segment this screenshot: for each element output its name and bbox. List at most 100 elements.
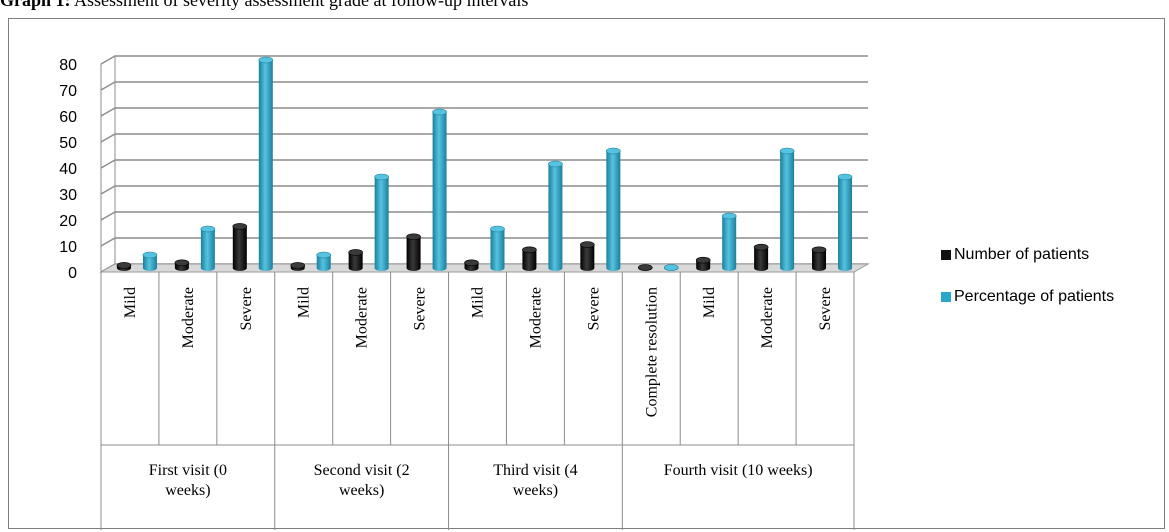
bar-number-of-patients — [811, 246, 827, 271]
bar-number-of-patients — [580, 241, 595, 271]
gridline — [100, 133, 868, 143]
bar-top — [721, 212, 737, 220]
bars — [116, 56, 853, 271]
bar-percentage-of-patients — [490, 225, 505, 271]
category-axis: Mild Moderate Severe Mild Moderate Severe Mild… — [100, 272, 855, 530]
category-label: Mild — [122, 287, 139, 318]
bar-percentage-of-patients — [606, 147, 621, 271]
y-tick-label: 0 — [68, 265, 77, 282]
bar-body — [142, 255, 157, 271]
bar-percentage-of-patients — [258, 56, 274, 271]
bar-percentage-of-patients — [432, 108, 447, 271]
y-tick-label: 40 — [59, 161, 77, 178]
bar-top — [374, 173, 389, 181]
bar-number-of-patients — [522, 246, 537, 271]
bar-body — [812, 249, 827, 271]
bar-number-of-patients — [753, 243, 769, 271]
bar-top — [811, 246, 827, 254]
bar-body — [522, 249, 537, 271]
bar-body — [580, 244, 595, 271]
bar-percentage-of-patients — [142, 251, 158, 271]
bar-number-of-patients — [695, 256, 711, 271]
bar-top — [779, 147, 795, 155]
y-tick-label: 70 — [59, 83, 77, 100]
group-label: Second visit (2 — [314, 462, 410, 479]
bar-number-of-patients — [174, 259, 190, 271]
bar-number-of-patients — [116, 262, 132, 271]
bar-top — [432, 108, 447, 116]
chart-frame: 0 10 20 30 40 50 60 70 80 Mild Moderate Severe Mild M… — [8, 18, 1165, 530]
category-label: Severe — [238, 287, 255, 331]
bar-body — [316, 255, 331, 271]
group-label: First visit (0 — [149, 462, 227, 479]
group-label: Third visit (4 — [493, 462, 577, 479]
legend-label-number: Number of patients — [954, 246, 1090, 263]
bar-top — [290, 262, 306, 269]
bar-number-of-patients — [232, 223, 248, 271]
y-tick-label: 80 — [59, 57, 77, 74]
bar-percentage-of-patients — [663, 264, 679, 271]
bar-body — [348, 252, 363, 271]
bar-number-of-patients — [406, 233, 421, 271]
legend-swatch-percentage — [941, 292, 951, 302]
bar-body — [780, 151, 795, 271]
category-label: Severe — [412, 287, 429, 331]
bar-body — [606, 151, 621, 271]
y-tick-label: 60 — [59, 109, 77, 126]
bar-top — [116, 262, 132, 269]
legend-swatch-number — [941, 250, 951, 260]
bar-body — [432, 112, 447, 271]
bar-top — [174, 259, 190, 267]
bar-top — [753, 243, 769, 251]
y-tick-label: 20 — [59, 213, 77, 230]
bar-top — [695, 256, 711, 264]
bar-body — [258, 60, 273, 271]
bar-number-of-patients — [290, 262, 306, 271]
caption-text: Assessment of severity assessment grade … — [74, 0, 529, 10]
bar-body — [838, 177, 853, 271]
bar-percentage-of-patients — [721, 212, 737, 271]
bar-top — [837, 173, 853, 181]
bar-number-of-patients — [637, 264, 653, 271]
legend-label-percentage: Percentage of patients — [954, 288, 1115, 305]
bar-top — [637, 264, 653, 271]
figure-caption: Graph 1: Assessment of severity assessme… — [0, 0, 528, 11]
group-label: Fourth visit (10 weeks) — [664, 462, 813, 479]
caption-label: Graph 1: — [0, 0, 71, 10]
bar-percentage-of-patients — [779, 147, 795, 271]
category-label: Mild — [701, 287, 718, 318]
bar-top — [200, 225, 216, 233]
bar-top — [522, 246, 537, 254]
bar-percentage-of-patients — [837, 173, 853, 271]
bar-number-of-patients — [348, 249, 363, 271]
bar-top — [606, 147, 621, 155]
bar-percentage-of-patients — [200, 225, 216, 271]
bar-body — [548, 164, 563, 271]
category-label: Complete resolution — [643, 287, 660, 417]
y-tick-label: 10 — [59, 239, 77, 256]
category-label: Mild — [296, 287, 313, 318]
legend-item-percentage: Percentage of patients — [941, 288, 1114, 306]
bar-top — [232, 223, 248, 230]
bar-top — [258, 56, 274, 64]
bar-top — [490, 225, 505, 233]
gridline — [100, 55, 868, 65]
bar-percentage-of-patients — [374, 173, 389, 271]
bar-body — [406, 236, 421, 271]
legend-item-number: Number of patients — [941, 246, 1089, 264]
bar-top — [348, 249, 363, 256]
bar-body — [374, 177, 389, 271]
category-label: Severe — [817, 287, 834, 331]
bar-top — [316, 251, 332, 259]
bar-percentage-of-patients — [316, 251, 332, 271]
bar-body — [490, 229, 505, 271]
group-label: weeks) — [339, 482, 384, 499]
bar-body — [722, 216, 737, 271]
bar-number-of-patients — [464, 259, 479, 271]
bar-top — [464, 259, 479, 267]
plot-wall: 0 10 20 30 40 50 60 70 80 — [59, 55, 870, 282]
bar-body — [200, 229, 215, 271]
category-label: Moderate — [180, 287, 197, 348]
bar-top — [142, 251, 158, 259]
